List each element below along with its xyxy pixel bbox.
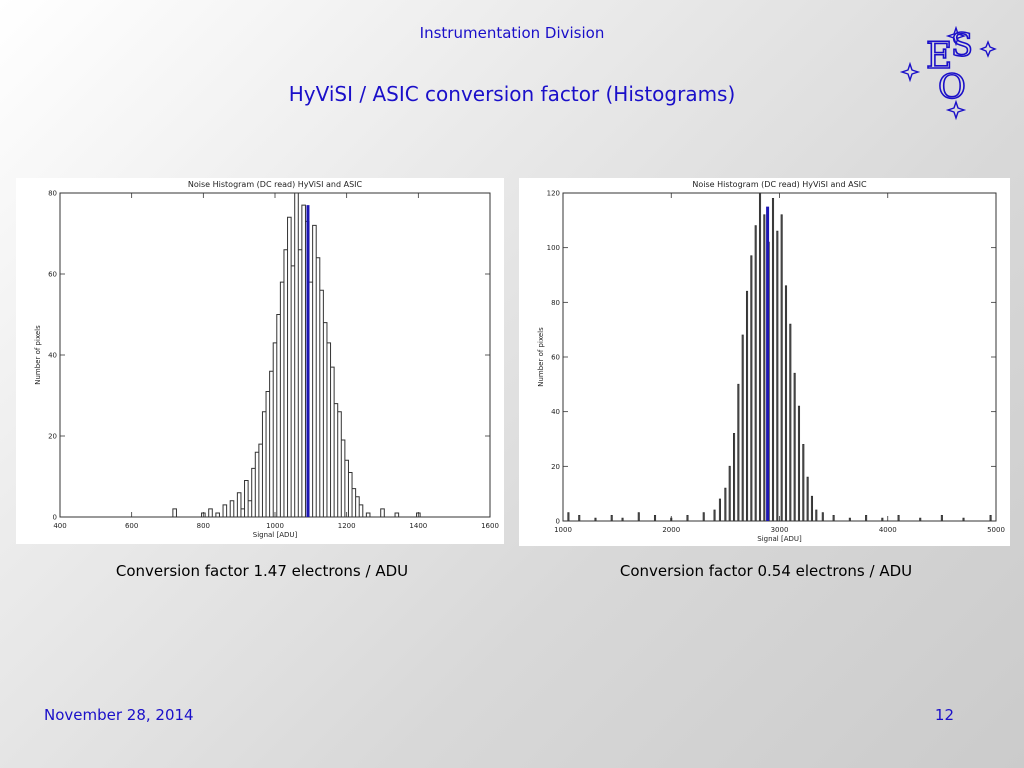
x-tick-label: 400 — [53, 522, 66, 530]
histogram-panel-left: Noise Histogram (DC read) HyViSI and ASI… — [16, 178, 504, 544]
x-tick-label: 1000 — [266, 522, 284, 530]
caption-left: Conversion factor 1.47 electrons / ADU — [115, 562, 409, 580]
y-tick-label: 40 — [48, 352, 57, 360]
y-tick-label: 80 — [48, 190, 57, 198]
logo-letter-o: O — [938, 67, 966, 107]
chart-title: Noise Histogram (DC read) HyViSI and ASI… — [692, 180, 867, 189]
caption-right: Conversion factor 0.54 electrons / ADU — [619, 562, 913, 580]
histogram-series — [60, 192, 490, 518]
plot-frame — [562, 192, 997, 522]
y-axis-label: Number of pixels — [537, 327, 545, 387]
logo-star-icon — [899, 61, 921, 83]
x-axis-label: Signal [ADU] — [757, 535, 802, 543]
y-axis-label: Number of pixels — [34, 325, 42, 385]
histogram-chart-right: Noise Histogram (DC read) HyViSI and ASI… — [537, 180, 1005, 543]
x-tick-label: 800 — [197, 522, 210, 530]
slide-title: HyViSI / ASIC conversion factor (Histogr… — [288, 82, 736, 106]
logo-letter-s: S — [951, 26, 973, 64]
logo-letter-e: E — [926, 36, 952, 77]
histogram-series — [563, 192, 996, 522]
y-tick-label: 80 — [551, 299, 560, 307]
histogram-panel-right: Noise Histogram (DC read) HyViSI and ASI… — [519, 178, 1010, 546]
y-tick-label: 100 — [547, 244, 560, 252]
y-tick-label: 20 — [551, 463, 560, 471]
x-tick-label: 1200 — [338, 522, 356, 530]
x-tick-label: 1000 — [554, 526, 572, 534]
y-tick-label: 60 — [48, 271, 57, 279]
logo-star-icon — [945, 99, 967, 121]
logo-star-icon — [979, 40, 997, 58]
plot-frame — [59, 192, 491, 518]
x-tick-label: 2000 — [662, 526, 680, 534]
x-tick-label: 4000 — [879, 526, 897, 534]
y-tick-label: 120 — [547, 190, 560, 198]
x-tick-label: 1600 — [481, 522, 499, 530]
x-axis-label: Signal [ADU] — [253, 531, 298, 539]
x-tick-label: 1400 — [409, 522, 427, 530]
y-tick-label: 20 — [48, 433, 57, 441]
footer-date: November 28, 2014 — [44, 706, 194, 724]
logo-star-icon — [945, 26, 967, 47]
chart-title: Noise Histogram (DC read) HyViSI and ASI… — [188, 180, 363, 189]
y-tick-label: 60 — [551, 354, 560, 362]
division-label: Instrumentation Division — [419, 24, 605, 42]
histogram-chart-left: Noise Histogram (DC read) HyViSI and ASI… — [34, 180, 499, 539]
x-tick-label: 5000 — [987, 526, 1005, 534]
page-number: 12 — [934, 706, 954, 724]
y-tick-label: 0 — [53, 514, 57, 522]
y-tick-label: 0 — [556, 518, 560, 526]
x-tick-label: 600 — [125, 522, 138, 530]
x-tick-label: 3000 — [771, 526, 789, 534]
y-tick-label: 40 — [551, 408, 560, 416]
eso-logo: E S O — [899, 26, 997, 121]
